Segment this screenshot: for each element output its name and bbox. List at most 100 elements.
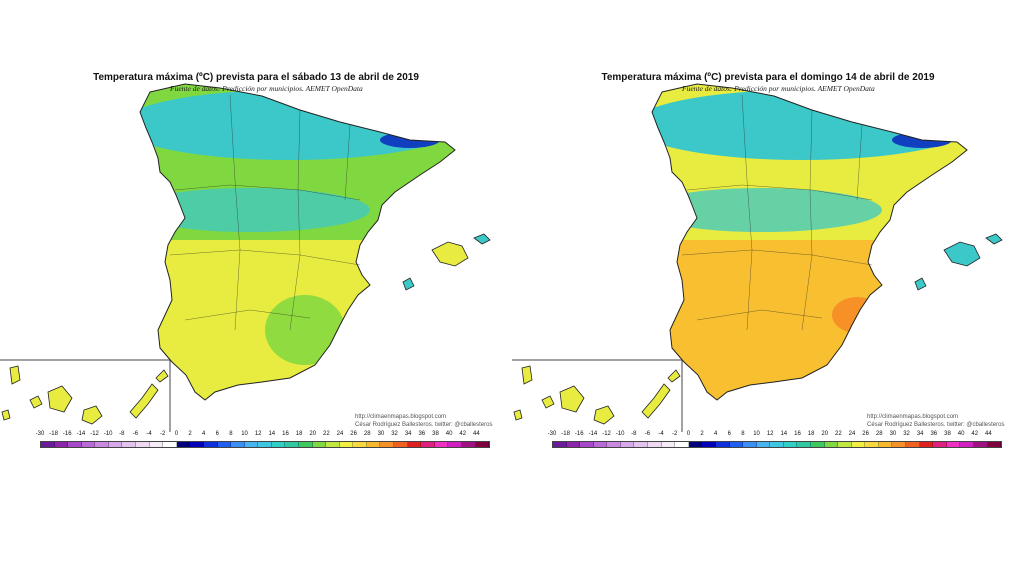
canary-island — [559, 385, 585, 413]
legend-tick-label: 20 — [309, 431, 317, 437]
canary-island — [29, 395, 43, 409]
temperature-map-saturday — [0, 83, 491, 432]
legend-tick-label: -16 — [574, 431, 584, 437]
canary-island — [521, 365, 533, 385]
canary-island — [9, 365, 21, 385]
legend-tick-label: 40 — [445, 431, 453, 437]
legend-tick-label: -4 — [146, 431, 152, 437]
legend-swatch — [810, 442, 825, 447]
legend-swatch — [838, 442, 852, 447]
legend-tick-label: 36 — [930, 431, 938, 437]
legend-tick-label: -30 — [547, 431, 557, 437]
legend-swatch — [824, 442, 839, 447]
legend-swatch — [702, 442, 716, 447]
legend-tick-label: 12 — [254, 431, 262, 437]
canary-island — [129, 383, 159, 419]
legend-swatch — [919, 442, 934, 447]
legend-swatch — [634, 442, 649, 447]
legend-swatch — [743, 442, 757, 447]
legend-swatch — [366, 442, 381, 447]
central-system-cool — [140, 188, 370, 232]
canary-inset-frame — [512, 359, 683, 432]
legend-swatch — [217, 442, 232, 447]
legend-tick-label: 34 — [404, 431, 412, 437]
legend-tick-label: 16 — [794, 431, 801, 437]
legend-swatch — [190, 442, 204, 447]
legend-tick-label: 28 — [363, 431, 371, 437]
legend-swatch — [353, 442, 367, 447]
province-border — [741, 94, 753, 331]
legend-tick-label: 26 — [862, 431, 869, 437]
legend-swatch — [580, 442, 594, 447]
legend-swatch — [865, 442, 879, 447]
province-border — [229, 94, 241, 331]
legend-swatch — [163, 442, 177, 447]
legend-swatch — [298, 442, 313, 447]
canary-island — [541, 395, 555, 409]
canary-island — [155, 369, 169, 383]
legend-swatch — [312, 442, 327, 447]
legend-tick-label: 8 — [229, 431, 233, 437]
legend-tick-label: 40 — [957, 431, 965, 437]
legend-tick-label: -8 — [631, 431, 637, 437]
legend-swatch — [475, 442, 490, 447]
legend-swatch — [95, 442, 109, 447]
legend-tick-label: 16 — [282, 431, 289, 437]
legend-swatch — [973, 442, 988, 447]
province-border — [686, 184, 873, 201]
color-legend: -30 -18 -16 -14 -12 -10 -8 -6 -4 -2 0 2 4 6 8 10 12 14 16 1… — [30, 431, 492, 453]
legend-swatch — [258, 442, 272, 447]
legend-swatch — [946, 442, 961, 447]
legend-tick-label: 10 — [753, 431, 760, 437]
map-subtitle: Fuente de datos: Predicción por municipi… — [170, 84, 363, 93]
color-legend: -30 -18 -16 -14 -12 -10 -8 -6 -4 -2 0 2 4 6 8 10 12 14 16 1… — [542, 431, 1004, 453]
spain-outline — [139, 83, 456, 401]
legend-swatch — [136, 442, 150, 447]
legend-swatch — [54, 442, 69, 447]
legend-swatch — [326, 442, 340, 447]
map-title: Temperatura máxima (ºC) prevista para el… — [93, 72, 419, 83]
legend-tick-label: 26 — [350, 431, 357, 437]
canary-island — [641, 383, 671, 419]
legend-tick-label: 22 — [835, 431, 842, 437]
legend-swatch — [380, 442, 395, 447]
legend-tick-label: -12 — [602, 431, 611, 437]
canary-island — [667, 369, 681, 383]
legend-tick-label: 32 — [903, 431, 910, 437]
legend-tick-label: 30 — [377, 431, 385, 437]
legend-tick-label: 42 — [971, 431, 979, 437]
legend-tick-label: -8 — [119, 431, 125, 437]
legend-tick-label: 18 — [295, 431, 303, 437]
canary-island — [47, 385, 73, 413]
legend-tick-label: 8 — [741, 431, 745, 437]
legend-tick-label: 30 — [889, 431, 897, 437]
legend-swatch — [851, 442, 866, 447]
mallorca — [431, 241, 469, 267]
legend-swatch — [421, 442, 435, 447]
legend-tick-label: -2 — [672, 431, 678, 437]
province-border — [696, 309, 823, 321]
spain-outline — [651, 83, 968, 401]
legend-swatch — [285, 442, 299, 447]
legend-tick-label: -30 — [35, 431, 45, 437]
province-border — [681, 249, 873, 266]
map-subtitle: Fuente de datos: Predicción por municipi… — [682, 84, 875, 93]
legend-color-bar — [552, 441, 1002, 448]
legend-labels: -30 -18 -16 -14 -12 -10 -8 -6 -4 -2 0 2 4 6 8 10 12 14 16 1… — [542, 431, 1004, 441]
north-coast-cool — [652, 90, 967, 160]
legend-tick-label: 42 — [459, 431, 467, 437]
legend-swatch — [244, 442, 259, 447]
legend-swatch — [394, 442, 408, 447]
legend-swatch — [68, 442, 82, 447]
province-border — [184, 309, 311, 321]
legend-swatch — [593, 442, 608, 447]
legend-swatch — [108, 442, 123, 447]
mallorca — [943, 241, 981, 267]
legend-tick-label: 32 — [391, 431, 398, 437]
legend-tick-label: 4 — [713, 431, 718, 437]
central-system-cool — [652, 188, 882, 232]
legend-tick-label: 20 — [821, 431, 829, 437]
map-panel-saturday: Temperatura máxima (ºC) prevista para el… — [0, 72, 492, 453]
canary-island — [81, 405, 103, 425]
legend-swatch — [407, 442, 422, 447]
